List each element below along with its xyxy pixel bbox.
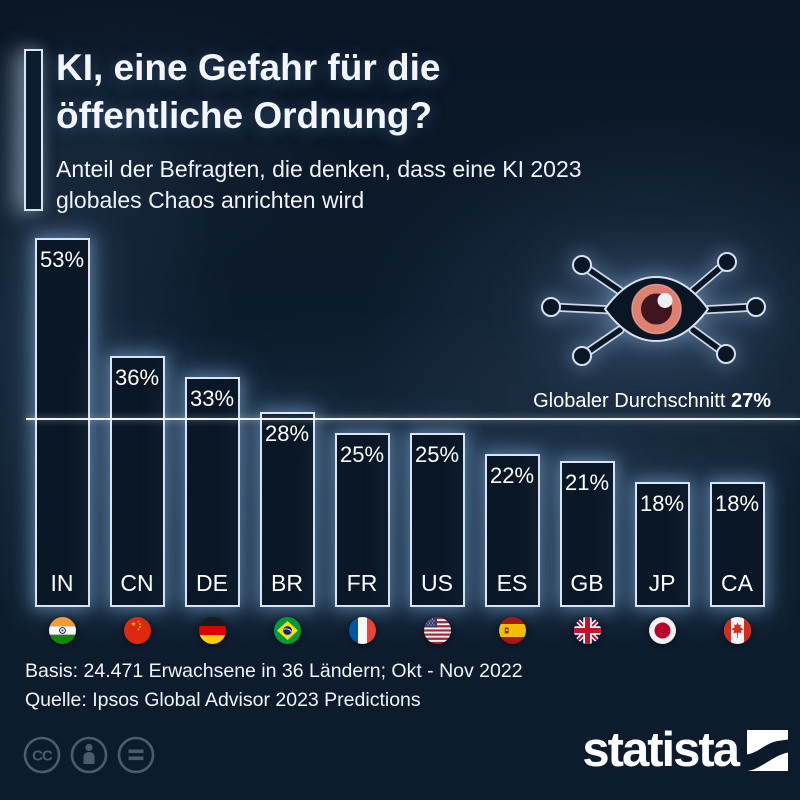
average-line xyxy=(26,418,800,420)
bar-country-label: ES xyxy=(496,570,528,596)
bar-us: 25% US xyxy=(409,433,465,607)
svg-text:CC: CC xyxy=(32,748,53,765)
average-label-text: Globaler Durchschnitt xyxy=(533,390,731,412)
statista-wordmark: statista xyxy=(582,723,740,777)
bar-value-label: 28% xyxy=(264,421,310,446)
subtitle-line-1: Anteil der Befragten, die denken, dass e… xyxy=(56,156,582,182)
bar-value-label: 25% xyxy=(339,442,385,467)
bar-country-label: US xyxy=(421,570,453,596)
china-flag xyxy=(123,617,151,649)
eye-highlight xyxy=(657,293,673,308)
bar-ca: 18% CA xyxy=(709,482,765,607)
bar-value-label: 25% xyxy=(414,442,460,467)
france-flag xyxy=(348,617,376,649)
bar-country-label: GB xyxy=(570,570,604,596)
bar-country-label: CN xyxy=(120,570,154,596)
title-line-1: KI, eine Gefahr für die xyxy=(56,47,441,88)
statista-branding: statista xyxy=(0,723,788,777)
usa-flag xyxy=(423,617,451,649)
footer-basis: Basis: 24.471 Erwachsene in 36 Ländern; … xyxy=(25,660,523,682)
bar-country-label: BR xyxy=(271,570,303,596)
title-accent-bar xyxy=(24,49,43,211)
bar-fr: 25% FR xyxy=(334,433,390,607)
bar-value-label: 53% xyxy=(39,247,85,272)
statista-logo-icon xyxy=(747,729,788,771)
uk-flag xyxy=(573,617,601,649)
bar-country-label: FR xyxy=(346,570,378,596)
japan-flag xyxy=(648,617,676,649)
bar-value-label: 18% xyxy=(714,491,760,516)
license-icons: CC xyxy=(23,736,155,774)
bar-in: 53% IN xyxy=(34,238,90,607)
cc-icon xyxy=(23,736,61,774)
canada-flag xyxy=(723,617,751,649)
bar-es: 22% ES xyxy=(484,454,540,607)
bar-de: 33% DE xyxy=(184,377,240,607)
bar-country-label: IN xyxy=(50,570,74,596)
title-line-2: öffentliche Ordnung? xyxy=(56,95,433,136)
page-subtitle: Anteil der Befragten, die denken, dass e… xyxy=(56,154,582,216)
eye-iris xyxy=(632,284,681,334)
cyber-eye-icon xyxy=(541,252,766,366)
bar-gb: 21% GB xyxy=(559,461,615,607)
india-flag xyxy=(48,617,76,649)
no-derivatives-icon xyxy=(117,736,155,774)
bar-br: 28% BR xyxy=(259,412,315,607)
bar-country-label: DE xyxy=(196,570,228,596)
page-title: KI, eine Gefahr für die öffentliche Ordn… xyxy=(56,44,440,140)
bar-jp: 18% JP xyxy=(634,482,690,607)
brazil-flag xyxy=(273,617,301,649)
attribution-icon xyxy=(70,736,108,774)
average-value: 27% xyxy=(730,390,771,412)
spain-flag xyxy=(498,617,526,649)
bar-value-label: 22% xyxy=(489,463,535,488)
bar-cn: 36% CN xyxy=(109,356,165,607)
bar-value-label: 18% xyxy=(639,491,685,516)
bar-country-label: JP xyxy=(648,570,676,596)
average-label: Globaler Durchschnitt 27% xyxy=(533,390,771,413)
footer-source: Quelle: Ipsos Global Advisor 2023 Predic… xyxy=(25,689,421,711)
bar-country-label: CA xyxy=(721,570,753,596)
bar-value-label: 36% xyxy=(114,365,160,390)
bar-value-label: 33% xyxy=(189,386,235,411)
bar-value-label: 21% xyxy=(564,470,610,495)
germany-flag xyxy=(198,617,226,649)
subtitle-line-2: globales Chaos anrichten wird xyxy=(56,187,365,213)
